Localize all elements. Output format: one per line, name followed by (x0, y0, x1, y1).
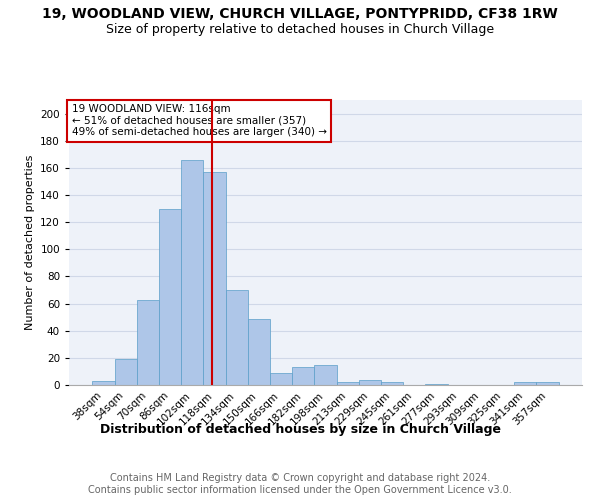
Bar (203, 172, 226, 385)
Bar (92, 381, 115, 385)
Bar (536, 382, 559, 385)
Bar (292, 368, 314, 385)
Bar (359, 380, 381, 385)
Bar (137, 300, 159, 385)
Bar (115, 359, 137, 385)
Bar (314, 364, 337, 385)
Bar (248, 318, 270, 385)
Bar (181, 160, 203, 385)
Bar (514, 382, 536, 385)
Text: Contains HM Land Registry data © Crown copyright and database right 2024.
Contai: Contains HM Land Registry data © Crown c… (88, 474, 512, 495)
Bar (425, 384, 448, 385)
Text: 19, WOODLAND VIEW, CHURCH VILLAGE, PONTYPRIDD, CF38 1RW: 19, WOODLAND VIEW, CHURCH VILLAGE, PONTY… (42, 8, 558, 22)
Bar (381, 382, 403, 385)
Bar (270, 373, 292, 385)
Y-axis label: Number of detached properties: Number of detached properties (25, 155, 35, 330)
Bar (226, 290, 248, 385)
Bar (159, 208, 181, 385)
Text: Distribution of detached houses by size in Church Village: Distribution of detached houses by size … (100, 422, 500, 436)
Text: Size of property relative to detached houses in Church Village: Size of property relative to detached ho… (106, 22, 494, 36)
Text: 19 WOODLAND VIEW: 116sqm
← 51% of detached houses are smaller (357)
49% of semi-: 19 WOODLAND VIEW: 116sqm ← 51% of detach… (71, 104, 326, 138)
Bar (337, 382, 359, 385)
